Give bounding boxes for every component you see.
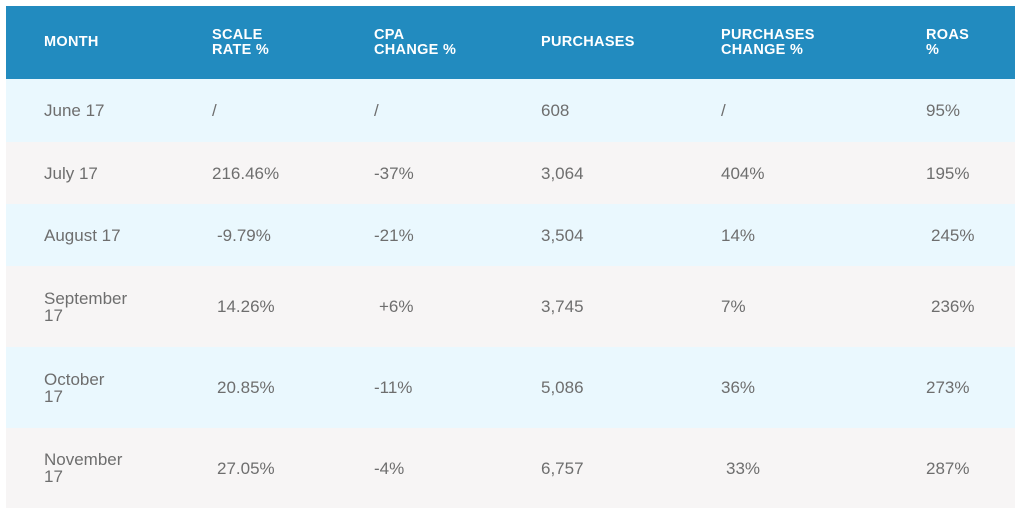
cell-cpa-change: / — [374, 101, 379, 120]
column-header-month: MONTH — [44, 34, 99, 50]
cell-purchases-change: 33% — [726, 458, 761, 478]
cell-purchases-change: 7% — [721, 297, 746, 316]
cell-purchases-change: / — [721, 101, 726, 120]
cell-purchases: 608 — [541, 101, 570, 120]
cell-roas: 245% — [931, 225, 975, 245]
column-header-purchases-change: PURCHASES CHANGE % — [721, 26, 815, 58]
cell-purchases: 3,504 — [541, 225, 584, 245]
cell-month: June 17 — [44, 101, 105, 120]
table-row: August 17 -9.79% -21% 3,504 14% 245% — [6, 204, 1015, 266]
column-header-roas: ROAS % — [926, 26, 970, 58]
column-header-purchases: PURCHASES — [541, 34, 635, 50]
cell-purchases: 6,757 — [541, 458, 584, 478]
cell-cpa-change: -11% — [374, 378, 413, 397]
performance-table: MONTH SCALE RATE % CPA CHANGE % PURCHASE… — [6, 6, 1015, 508]
cell-purchases: 3,064 — [541, 163, 584, 183]
cell-cpa-change: -4% — [374, 458, 405, 478]
table-row: June 17 / / 608 / 95% — [6, 79, 1015, 142]
table-row: July 17 216.46% -37% 3,064 404% 195% — [6, 142, 1015, 204]
table-header: MONTH SCALE RATE % CPA CHANGE % PURCHASE… — [6, 6, 1015, 79]
cell-cpa-change: -37% — [374, 163, 414, 183]
cell-scale-rate: 216.46% — [212, 163, 280, 183]
table-row: October 17 20.85% -11% 5,086 36% 273% — [6, 347, 1015, 428]
cell-roas: 236% — [931, 297, 975, 316]
cell-purchases-change: 36% — [721, 378, 756, 397]
table-row: September 17 14.26% +6% 3,745 7% 236% — [6, 266, 1015, 347]
cell-purchases-change: 404% — [721, 163, 765, 183]
cell-roas: 95% — [926, 101, 961, 120]
cell-scale-rate: / — [212, 101, 217, 120]
cell-roas: 195% — [926, 163, 970, 183]
cell-month: November 17 — [44, 450, 123, 486]
cell-month: July 17 — [44, 163, 98, 183]
cell-roas: 287% — [926, 458, 970, 478]
cell-month: September 17 — [44, 288, 128, 325]
cell-roas: 273% — [926, 378, 970, 397]
cell-scale-rate: 14.26% — [217, 297, 275, 316]
cell-purchases: 3,745 — [541, 297, 584, 316]
cell-purchases: 5,086 — [541, 378, 584, 397]
column-header-cpa-change: CPA CHANGE % — [374, 26, 457, 58]
cell-purchases-change: 14% — [721, 225, 756, 245]
cell-scale-rate: 20.85% — [217, 378, 275, 397]
column-header-scale-rate: SCALE RATE % — [212, 26, 270, 58]
cell-cpa-change: +6% — [379, 297, 414, 316]
cell-scale-rate: -9.79% — [217, 225, 271, 245]
cell-cpa-change: -21% — [374, 225, 414, 245]
cell-month: August 17 — [44, 225, 121, 245]
cell-month: October 17 — [44, 369, 105, 406]
table-row: November 17 27.05% -4% 6,757 33% 287% — [6, 428, 1015, 508]
cell-scale-rate: 27.05% — [217, 458, 275, 478]
